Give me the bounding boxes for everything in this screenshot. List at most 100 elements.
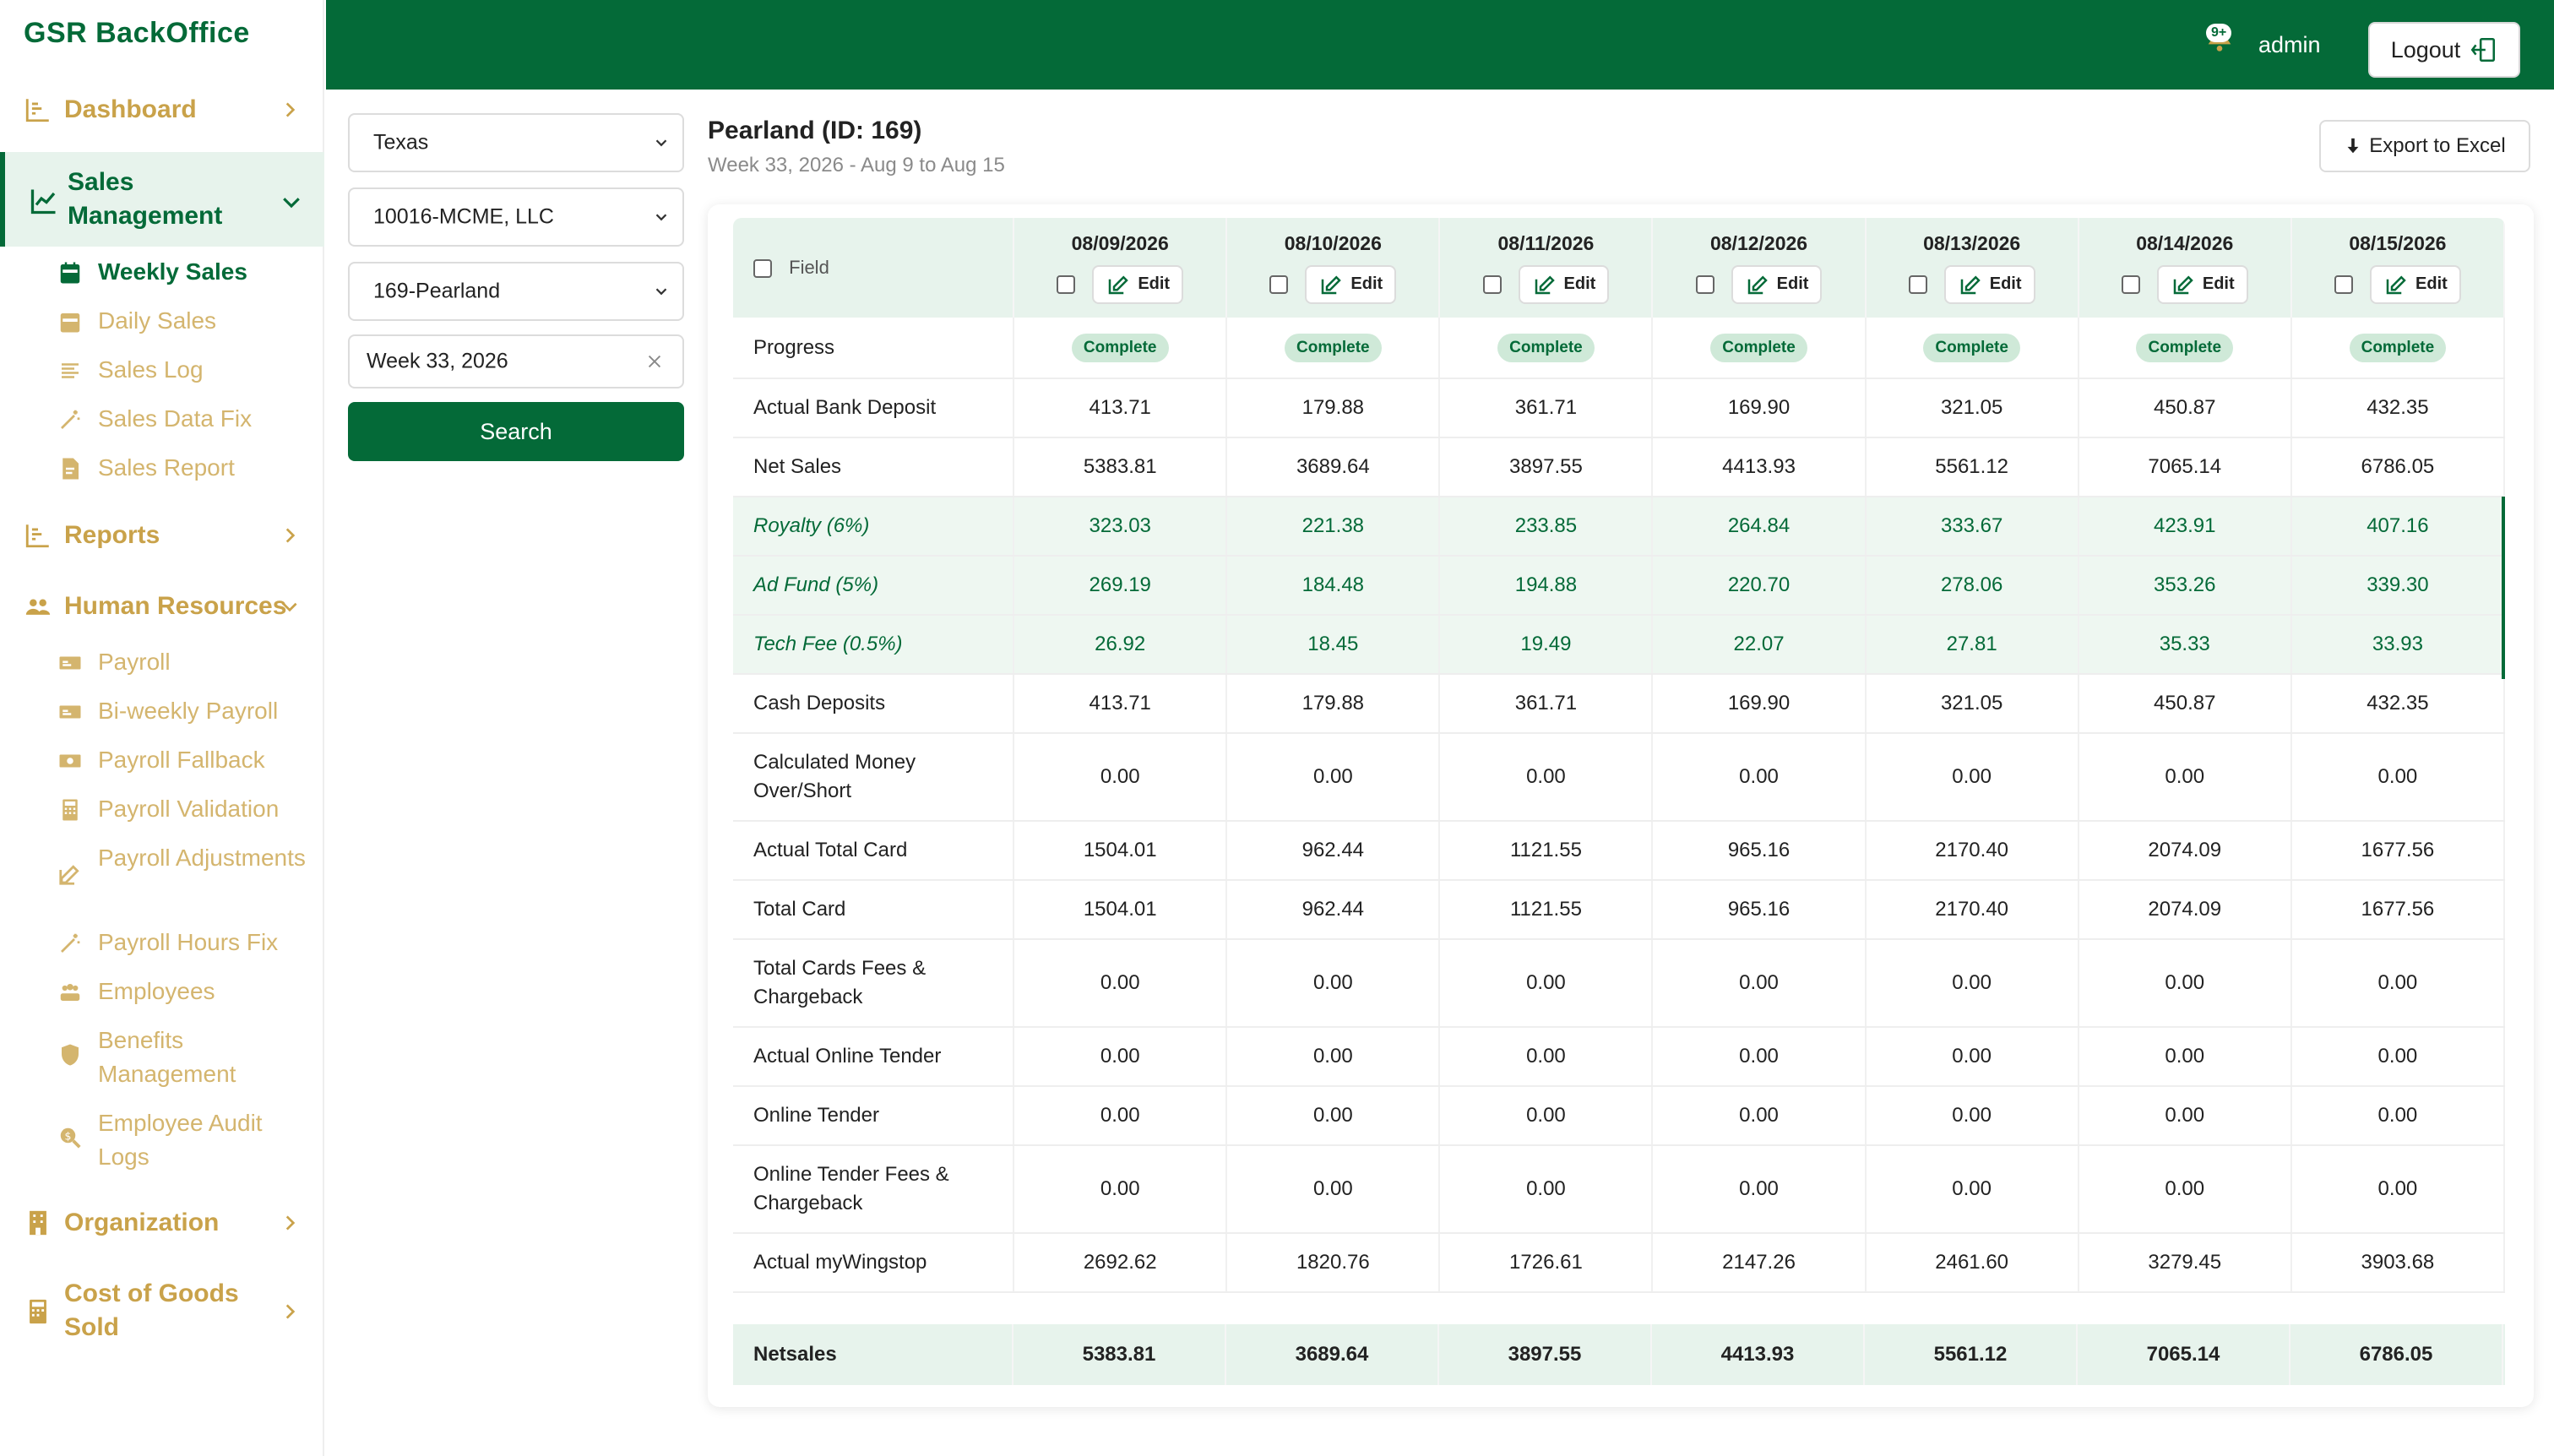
date-label: 08/13/2026 [1923,231,2021,254]
nav-organization[interactable]: Organization [0,1208,324,1238]
nav-cost-of-goods-sold[interactable]: Cost of Goods Sold [0,1277,324,1345]
value-cell: 450.87 [2078,674,2292,734]
value-cell: 169.90 [1652,378,1867,438]
date-column-header: 08/10/2026 Edit [1226,218,1441,318]
dashboard-icon [25,99,49,122]
state-select[interactable]: Texas [348,113,684,172]
value-cell: 407.16 [2290,497,2505,557]
value-cell: 432.35 [2290,378,2505,438]
row-label: Royalty (6%) [733,497,1015,557]
value-cell: 2170.40 [1865,880,2079,940]
table-row: Calculated Money Over/Short 0.00 0.00 0.00 0… [733,733,2505,822]
table-row: Total Cards Fees & Chargeback 0.00 0.00 0.0… [733,939,2505,1028]
date-column-header: 08/11/2026 Edit [1439,218,1654,318]
calculator-icon [30,1299,46,1324]
date-checkbox[interactable] [1908,274,1927,294]
edit-day-button[interactable]: Edit [2370,264,2461,304]
value-cell: 35.33 [2078,615,2292,675]
value-cell: 194.88 [1439,556,1654,616]
close-icon[interactable] [645,352,664,371]
wand-icon [61,933,80,953]
value-cell: 169.90 [1652,674,1867,734]
sidebar-item-label: Payroll Fallback [98,747,265,773]
date-checkbox[interactable] [1695,274,1714,294]
value-cell: 0.00 [1652,1145,1867,1234]
value-cell: 962.44 [1226,880,1441,940]
money-icon [59,705,81,719]
nav-cost-of-goods-sold-label: Cost of Goods Sold [64,1279,239,1341]
edit-icon [1960,274,1981,294]
value-cell: 965.16 [1652,880,1867,940]
select-all-checkbox[interactable] [753,259,772,279]
value-cell: 0.00 [1439,1086,1654,1146]
row-label: Total Card [733,880,1015,940]
edit-label: Edit [2415,274,2448,293]
edit-day-button[interactable]: Edit [1092,264,1184,304]
value-cell: 33.93 [2290,615,2505,675]
nav-organization-label: Organization [64,1209,220,1236]
date-checkbox[interactable] [1057,274,1076,294]
nav-human-resources[interactable]: Human Resources [0,591,324,622]
status-badge: Complete [1497,333,1595,362]
value-cell: 264.84 [1652,497,1867,557]
date-label: 08/10/2026 [1284,231,1382,254]
nav-sales-management[interactable]: Sales Management [0,152,324,247]
date-checkbox[interactable] [2121,274,2140,294]
nav-reports[interactable]: Reports [0,520,324,551]
edit-day-button[interactable]: Edit [1731,264,1823,304]
download-icon [2347,138,2359,154]
chevron-right-icon [285,102,296,117]
building-icon [30,1210,46,1236]
nav-dashboard[interactable]: Dashboard [0,95,324,125]
sidebar-item-label: Payroll Validation [98,796,280,822]
scroll-indicator[interactable] [2502,497,2505,679]
week-picker[interactable]: Week 33, 2026 [348,334,684,388]
edit-label: Edit [1350,274,1383,293]
value-cell: 18.45 [1226,615,1441,675]
cash-icon [59,754,81,768]
date-checkbox[interactable] [1482,274,1502,294]
edit-label: Edit [1989,274,2022,293]
company-select[interactable]: 10016-MCME, LLC [348,187,684,247]
sidebar-item-label: Sales Data Fix [98,405,253,432]
logout-button[interactable]: Logout [2368,22,2520,78]
status-badge: Complete [2349,333,2447,362]
chevron-down-icon [283,198,300,209]
table-row: Ad Fund (5%) 269.19 184.48 194.88 220.70 278.… [733,556,2505,616]
progress-cell: Complete [2290,318,2505,379]
date-checkbox[interactable] [2334,274,2354,294]
value-cell: 321.05 [1865,378,2079,438]
table-row: Net Sales 5383.81 3689.64 3897.55 4413.93 556… [733,437,2505,497]
logout-label: Logout [2390,36,2461,62]
edit-day-button[interactable]: Edit [2156,264,2248,304]
edit-day-button[interactable]: Edit [1305,264,1397,304]
footer-value: 3689.64 [1226,1324,1439,1385]
value-cell: 432.35 [2290,674,2505,734]
chevron-right-icon [285,1215,296,1231]
progress-cell: Complete [1013,318,1228,379]
value-cell: 962.44 [1226,821,1441,881]
export-excel-button[interactable]: Export to Excel [2319,120,2530,172]
edit-icon [59,865,79,885]
store-select[interactable]: 169-Pearland [348,262,684,321]
nav-dashboard-label: Dashboard [64,95,197,123]
date-checkbox[interactable] [1269,274,1289,294]
nav-sales-management-label: Sales Management [68,168,223,230]
edit-label: Edit [1138,274,1171,293]
edit-day-button[interactable]: Edit [1518,264,1610,304]
search-button[interactable]: Search [348,402,684,461]
table-row: Online Tender 0.00 0.00 0.00 0.00 0.00 0.00 0.0… [733,1086,2505,1146]
calendar-icon [60,262,80,284]
footer-value: 4413.93 [1652,1324,1865,1385]
edit-day-button[interactable]: Edit [1943,264,2035,304]
sidebar-item-label: Employee Audit Logs [98,1110,263,1170]
value-cell: 0.00 [1013,939,1228,1028]
value-cell: 0.00 [1652,1086,1867,1146]
value-cell: 0.00 [1013,1027,1228,1087]
value-cell: 0.00 [1865,1086,2079,1146]
chevron-right-icon [285,528,296,543]
edit-label: Edit [2202,274,2235,293]
table-row: Progress Complete Complete Complete Complete… [733,318,2505,379]
value-cell: 0.00 [1226,1086,1441,1146]
value-cell: 413.71 [1013,378,1228,438]
